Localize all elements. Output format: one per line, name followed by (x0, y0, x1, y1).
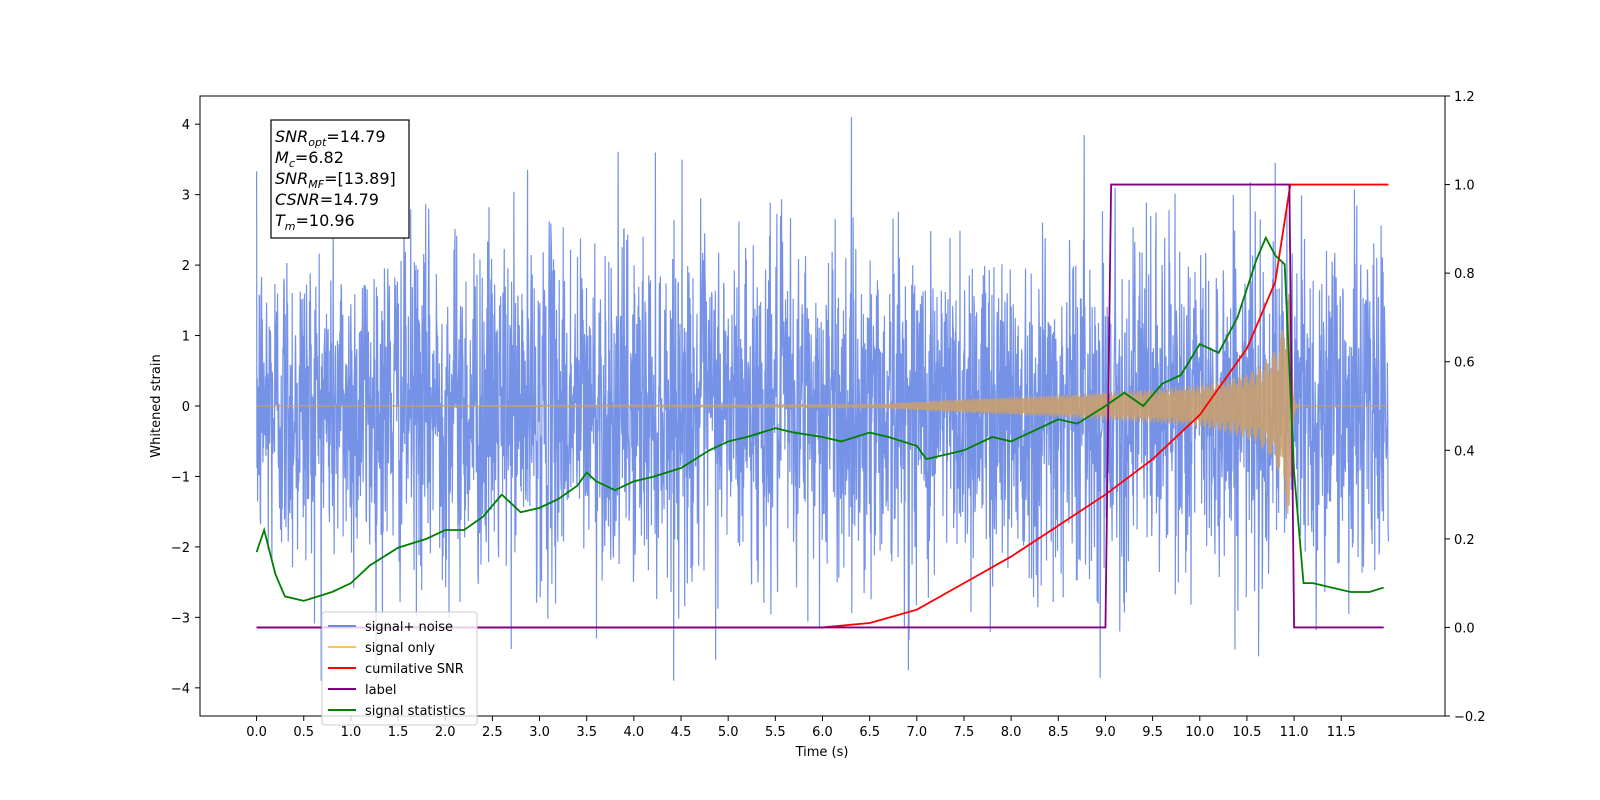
annotation-line: SNRopt=14.79 (275, 127, 386, 149)
x-tick-label: 10.5 (1232, 725, 1261, 740)
annotation-frame (270, 119, 410, 239)
x-tick-label: 8.0 (1001, 725, 1022, 740)
x-tick-label: 11.0 (1280, 725, 1309, 740)
annotation-line: Mc=6.82 (275, 148, 344, 170)
x-tick-label: 3.0 (529, 725, 550, 740)
x-tick-label: 4.5 (671, 725, 692, 740)
y-axis-right: −0.2 0.0 0.2 0.4 0.6 0.8 1.0 1.2 (1445, 90, 1486, 725)
legend-frame (321, 611, 478, 726)
y2-tick-label: −0.2 (1454, 710, 1486, 725)
x-tick-label: 4.0 (624, 725, 645, 740)
y2-tick-label: 0.2 (1454, 533, 1475, 548)
series-line-label (256, 183, 1384, 629)
y2-tick-label: 0.8 (1454, 267, 1475, 282)
x-tick-label: 2.5 (482, 725, 503, 740)
legend: signal+ noise signal only cumilative SNR la… (321, 611, 478, 726)
y-tick-label: 1 (182, 330, 190, 345)
y-tick-label: 2 (182, 259, 190, 274)
y-axis-label: Whitened strain (149, 354, 164, 457)
x-tick-label: 6.5 (859, 725, 880, 740)
x-tick-label: 1.0 (341, 725, 362, 740)
annotation-line: Tm=10.96 (275, 211, 355, 233)
x-tick-label: 0.5 (293, 725, 314, 740)
series-layer (255, 117, 1390, 681)
x-tick-label: 10.0 (1185, 725, 1214, 740)
y2-tick-label: 1.0 (1454, 179, 1475, 194)
series-line-cumilative-snr (256, 183, 1389, 629)
x-tick-label: 0.0 (246, 725, 267, 740)
x-tick-label: 8.5 (1048, 725, 1069, 740)
legend-label: signal only (365, 641, 435, 656)
y-tick-label: −4 (171, 682, 190, 697)
series-line-signal-noise (255, 117, 1390, 681)
legend-label: signal statistics (365, 704, 466, 719)
x-axis-label: Time (s) (795, 745, 849, 760)
annotation-line: SNRMF=[13.89] (275, 169, 396, 191)
y-tick-label: 0 (182, 400, 190, 415)
legend-label: signal+ noise (365, 620, 453, 635)
x-tick-label: 9.5 (1142, 725, 1163, 740)
y2-tick-label: 0.0 (1454, 621, 1475, 636)
y-axis-left: −4 −3 −2 −1 0 1 2 3 4 (171, 118, 200, 697)
y-tick-label: 3 (182, 189, 190, 204)
x-tick-label: 1.5 (388, 725, 409, 740)
y-tick-label: −3 (171, 611, 190, 626)
series-line-signal-statistics (255, 235, 1384, 602)
y-tick-label: 4 (182, 118, 190, 133)
annotation-line: CSNR=14.79 (275, 190, 379, 209)
y-tick-label: −2 (171, 541, 190, 556)
x-tick-label: 7.5 (954, 725, 975, 740)
x-tick-label: 2.0 (435, 725, 456, 740)
y-tick-label: −1 (171, 470, 190, 485)
legend-label: cumilative SNR (365, 662, 464, 677)
x-tick-label: 5.5 (765, 725, 786, 740)
y2-tick-label: 0.4 (1454, 444, 1475, 459)
x-tick-label: 6.0 (812, 725, 833, 740)
x-tick-label: 7.0 (906, 725, 927, 740)
legend-label: label (365, 683, 396, 698)
y2-tick-label: 1.2 (1454, 90, 1475, 105)
series-line-signal-only (256, 269, 1389, 514)
stats-annotation: SNRopt=14.79Mc=6.82SNRMF=[13.89]CSNR=14.… (270, 119, 410, 239)
x-axis: 0.0 0.5 1.0 1.5 2.0 2.5 3.0 3.5 4.0 4.5 5.0 5.5 6.0 6… (246, 716, 1356, 740)
x-tick-label: 9.0 (1095, 725, 1116, 740)
x-tick-label: 5.0 (718, 725, 739, 740)
y2-tick-label: 0.6 (1454, 356, 1475, 371)
x-tick-label: 3.5 (576, 725, 597, 740)
x-tick-label: 11.5 (1327, 725, 1356, 740)
